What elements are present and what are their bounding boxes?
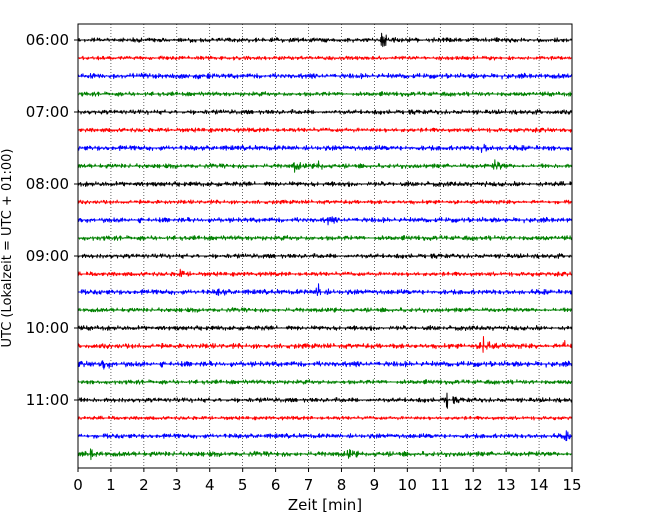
x-tick-label: 15 xyxy=(562,476,581,494)
y-tick-label: 11:00 xyxy=(26,391,69,409)
seismic-trace xyxy=(77,234,573,241)
x-tick-label: 14 xyxy=(530,476,549,494)
seismic-trace xyxy=(77,32,573,48)
x-tick-label: 7 xyxy=(304,476,314,494)
seismic-trace xyxy=(77,127,573,133)
y-tick-label: 09:00 xyxy=(26,247,69,265)
seismic-trace xyxy=(77,415,573,421)
seismic-trace xyxy=(77,336,573,353)
grid-layer xyxy=(110,24,540,468)
seismic-trace xyxy=(77,109,573,116)
seismic-trace xyxy=(77,430,573,442)
seismic-trace xyxy=(77,268,573,278)
x-tick-label: 10 xyxy=(398,476,417,494)
plot-frame xyxy=(77,23,573,469)
seismic-trace xyxy=(77,448,573,461)
y-tick-label: 08:00 xyxy=(26,175,69,193)
trace-layer xyxy=(77,32,573,461)
x-tick-label: 8 xyxy=(337,476,347,494)
seismic-trace xyxy=(77,360,573,370)
x-tick-label: 4 xyxy=(205,476,215,494)
x-tick-label: 0 xyxy=(73,476,83,494)
x-tick-label: 9 xyxy=(370,476,380,494)
seismic-trace xyxy=(77,253,573,260)
seismic-trace xyxy=(77,143,573,153)
y-tick-label: 07:00 xyxy=(26,103,69,121)
y-tick-label: 06:00 xyxy=(26,31,69,49)
x-axis-title: Zeit [min] xyxy=(288,496,362,514)
y-axis-ticks: 06:00 07:00 08:00 09:00 10:00 11:00 xyxy=(26,31,78,409)
seismic-trace xyxy=(77,199,573,205)
seismic-trace xyxy=(77,91,573,97)
x-tick-label: 13 xyxy=(497,476,516,494)
seismic-trace xyxy=(77,55,573,61)
y-tick-label: 10:00 xyxy=(26,319,69,337)
x-tick-label: 1 xyxy=(106,476,116,494)
x-tick-label: 12 xyxy=(464,476,483,494)
x-tick-label: 2 xyxy=(139,476,149,494)
seismic-trace xyxy=(77,379,573,385)
x-tick-label: 5 xyxy=(238,476,248,494)
seismic-trace xyxy=(77,180,573,188)
y-axis-title: UTC (Lokalzeit = UTC + 01:00) xyxy=(0,149,15,348)
seismic-trace xyxy=(77,159,573,173)
seismic-trace xyxy=(77,283,573,297)
seismic-trace xyxy=(77,216,573,226)
seismic-trace xyxy=(77,392,573,409)
x-axis-ticks: 0 1 2 3 4 5 6 7 8 9 10 11 12 13 14 15 xyxy=(73,468,582,494)
x-tick-label: 11 xyxy=(431,476,450,494)
x-tick-label: 3 xyxy=(172,476,182,494)
x-tick-label: 6 xyxy=(271,476,281,494)
seismic-trace xyxy=(77,72,573,80)
seismic-trace xyxy=(77,307,573,313)
seismic-trace xyxy=(77,324,573,332)
